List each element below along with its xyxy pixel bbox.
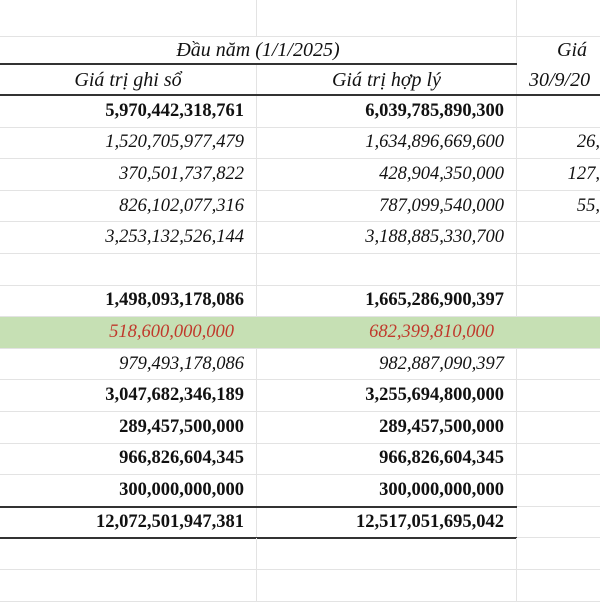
table-row: 518,600,000,000 682,399,810,000 xyxy=(0,317,600,349)
book-value-header[interactable]: Giá trị ghi sổ xyxy=(0,65,257,95)
table-row xyxy=(0,254,600,286)
table-row: 289,457,500,000 289,457,500,000 xyxy=(0,412,600,444)
table-row: 370,501,737,822 428,904,350,000 127, xyxy=(0,159,600,191)
fair-value-cell[interactable]: 787,099,540,000 xyxy=(257,190,517,222)
header-divider xyxy=(0,63,517,65)
fair-value-cell[interactable]: 289,457,500,000 xyxy=(257,412,517,443)
fair-value-cell[interactable]: 6,039,785,890,300 xyxy=(257,96,517,127)
table-row: 826,102,077,316 787,099,540,000 55, xyxy=(0,190,600,223)
book-value-cell[interactable]: 966,826,604,345 xyxy=(0,443,257,475)
col3-cell[interactable] xyxy=(517,380,600,411)
fair-value-cell[interactable]: 1,634,896,669,600 xyxy=(257,127,517,159)
book-value-cell[interactable]: 3,047,682,346,189 xyxy=(0,380,257,411)
col3-cell[interactable] xyxy=(517,444,600,475)
table-row: 979,493,178,086 982,887,090,397 xyxy=(0,348,600,381)
table-row: 1,498,093,178,086 1,665,286,900,397 xyxy=(0,285,600,318)
cell[interactable] xyxy=(0,538,257,569)
fair-value-header[interactable]: Giá trị hợp lý xyxy=(257,65,517,95)
table-row: 966,826,604,345 966,826,604,345 xyxy=(0,443,600,476)
cell[interactable] xyxy=(0,570,257,601)
fair-value-cell[interactable]: 3,255,694,800,000 xyxy=(257,380,517,411)
table-row: 5,970,442,318,761 6,039,785,890,300 xyxy=(0,96,600,128)
fair-value-cell[interactable]: 428,904,350,000 xyxy=(257,159,517,190)
blank-row xyxy=(0,0,600,37)
cell[interactable] xyxy=(257,570,517,601)
header-bottom-border xyxy=(0,94,600,96)
fair-value-cell[interactable]: 3,188,885,330,700 xyxy=(257,222,517,253)
col3-cell[interactable] xyxy=(517,507,600,538)
blank-row xyxy=(0,570,600,602)
fair-value-cell[interactable]: 966,826,604,345 xyxy=(257,443,517,475)
col3-cell[interactable] xyxy=(517,286,600,317)
group-header[interactable]: Đầu năm (1/1/2025) xyxy=(0,37,517,64)
book-value-cell[interactable]: 289,457,500,000 xyxy=(0,412,257,443)
table-row: 3,047,682,346,189 3,255,694,800,000 xyxy=(0,380,600,412)
book-value-cell[interactable]: 5,970,442,318,761 xyxy=(0,96,257,127)
fair-value-cell[interactable]: 12,517,051,695,042 xyxy=(257,506,517,538)
cell[interactable] xyxy=(517,538,600,569)
col3-cell[interactable] xyxy=(517,475,600,506)
fair-value-cell[interactable]: 982,887,090,397 xyxy=(257,348,517,380)
fair-value-cell[interactable]: 1,665,286,900,397 xyxy=(257,285,517,317)
col3-header-date[interactable]: 30/9/20 xyxy=(529,68,591,91)
book-value-cell[interactable]: 1,498,093,178,086 xyxy=(0,285,257,317)
cell[interactable] xyxy=(257,0,517,36)
book-value-cell[interactable]: 979,493,178,086 xyxy=(0,348,257,380)
col3-cell[interactable]: 26, xyxy=(576,132,600,153)
book-value-cell[interactable]: 518,600,000,000 xyxy=(0,317,257,348)
total-bottom-border xyxy=(0,537,517,540)
col3-cell[interactable] xyxy=(517,254,600,285)
cell[interactable] xyxy=(257,538,517,569)
book-value-cell[interactable]: 300,000,000,000 xyxy=(0,475,257,506)
col3-cell[interactable] xyxy=(517,412,600,443)
table-row: 1,520,705,977,479 1,634,896,669,600 26, xyxy=(0,127,600,160)
col3-cell[interactable] xyxy=(517,317,600,348)
book-value-cell[interactable]: 3,253,132,526,144 xyxy=(0,222,257,253)
fair-value-cell[interactable]: 300,000,000,000 xyxy=(257,475,517,506)
col3-cell[interactable] xyxy=(517,222,600,253)
header-row-1: Đầu năm (1/1/2025) Giá xyxy=(0,37,600,64)
col3-cell[interactable] xyxy=(517,96,600,127)
col3-header[interactable]: Giá xyxy=(557,39,587,61)
cell[interactable] xyxy=(517,0,600,36)
cell[interactable] xyxy=(517,570,600,601)
total-row: 12,072,501,947,381 12,517,051,695,042 xyxy=(0,506,600,539)
fair-value-cell[interactable] xyxy=(257,254,517,285)
book-value-cell[interactable]: 826,102,077,316 xyxy=(0,190,257,222)
col3-cell[interactable]: 127, xyxy=(567,163,600,184)
col3-cell[interactable] xyxy=(517,349,600,380)
book-value-cell[interactable]: 370,501,737,822 xyxy=(0,159,257,190)
cell[interactable] xyxy=(0,0,257,36)
total-top-border xyxy=(0,505,517,508)
book-value-cell[interactable] xyxy=(0,254,257,285)
blank-row xyxy=(0,538,600,570)
book-value-cell[interactable]: 1,520,705,977,479 xyxy=(0,127,257,159)
col3-cell[interactable]: 55, xyxy=(576,195,600,216)
table-row: 3,253,132,526,144 3,188,885,330,700 xyxy=(0,222,600,254)
fair-value-cell[interactable]: 682,399,810,000 xyxy=(257,317,517,348)
table-row: 300,000,000,000 300,000,000,000 xyxy=(0,475,600,507)
book-value-cell[interactable]: 12,072,501,947,381 xyxy=(0,506,257,538)
header-row-2: Giá trị ghi sổ Giá trị hợp lý 30/9/20 xyxy=(0,65,600,95)
